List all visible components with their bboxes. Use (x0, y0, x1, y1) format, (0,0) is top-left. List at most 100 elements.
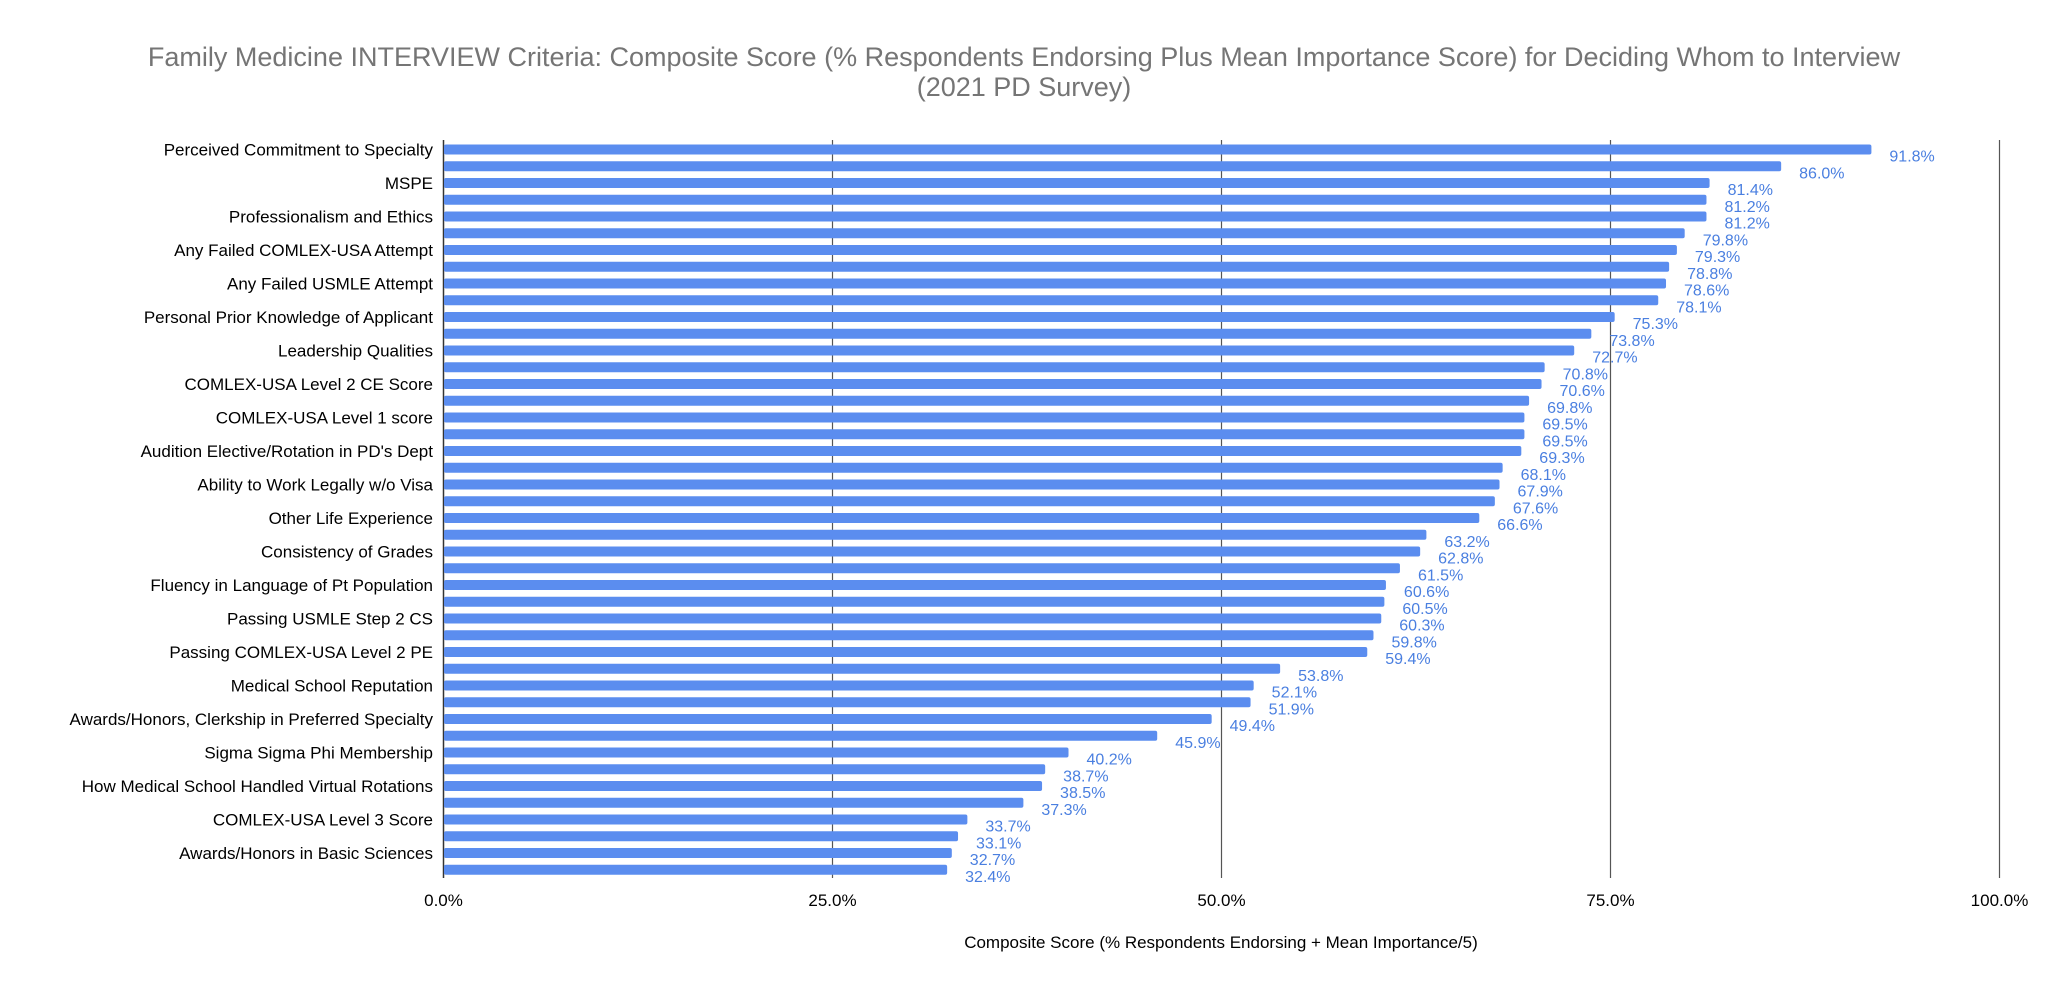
bar (444, 864, 948, 875)
y-tick-label: Professionalism and Ethics (229, 208, 433, 227)
bar (444, 178, 1710, 188)
data-label: 38.5% (1060, 785, 1105, 802)
data-label: 70.6% (1560, 383, 1605, 400)
y-tick-label: Any Failed COMLEX-USA Attempt (174, 241, 433, 260)
data-label: 91.8% (1889, 149, 1934, 166)
data-label: 60.6% (1404, 584, 1449, 601)
data-label: 81.4% (1728, 182, 1773, 199)
data-label: 75.3% (1633, 316, 1678, 333)
bar (444, 379, 1542, 389)
y-tick-label: COMLEX-USA Level 2 CE Score (185, 375, 433, 394)
x-axis-title: Composite Score (% Respondents Endorsing… (964, 933, 1478, 952)
bar (444, 345, 1575, 356)
bar (444, 781, 1043, 791)
y-tick-label: Any Failed USMLE Attempt (227, 275, 433, 294)
data-label: 67.6% (1513, 500, 1558, 517)
bar (444, 228, 1685, 239)
bar (444, 362, 1545, 373)
data-label: 68.1% (1521, 467, 1566, 484)
bar (444, 596, 1385, 607)
y-tick-label: Ability to Work Legally w/o Visa (197, 476, 433, 495)
data-label: 51.9% (1269, 701, 1314, 718)
y-tick-label: How Medical School Handled Virtual Rotat… (82, 777, 433, 796)
bar (444, 328, 1592, 339)
bar (444, 797, 1024, 808)
bar (444, 529, 1427, 540)
data-label: 78.8% (1687, 266, 1732, 283)
bar (444, 412, 1525, 423)
bar (444, 848, 952, 858)
chart-title: Family Medicine INTERVIEW Criteria: Comp… (147, 42, 1901, 102)
bar (444, 261, 1670, 272)
y-axis-labels: Perceived Commitment to Specialty MSPE Pro… (70, 141, 434, 864)
y-tick-label: Passing COMLEX-USA Level 2 PE (169, 643, 433, 662)
data-label: 49.4% (1230, 718, 1275, 735)
data-label: 86.0% (1799, 165, 1844, 182)
data-label: 59.4% (1385, 651, 1430, 668)
data-label: 45.9% (1175, 735, 1220, 752)
bar (444, 211, 1707, 222)
y-tick-label: MSPE (385, 174, 433, 193)
bars (444, 144, 1872, 875)
data-label: 69.3% (1539, 450, 1584, 467)
bar (444, 714, 1212, 724)
data-label: 69.8% (1547, 400, 1592, 417)
data-label: 70.8% (1563, 366, 1608, 383)
data-label: 79.3% (1695, 249, 1740, 266)
data-label: 81.2% (1724, 216, 1769, 233)
bar (444, 630, 1374, 641)
data-label: 32.4% (965, 869, 1010, 886)
y-tick-label: Perceived Commitment to Specialty (164, 141, 434, 160)
data-label: 69.5% (1542, 433, 1587, 450)
data-label: 40.2% (1087, 752, 1132, 769)
bar (444, 563, 1400, 574)
data-label: 79.8% (1703, 232, 1748, 249)
data-label: 32.7% (970, 852, 1015, 869)
bar (444, 663, 1281, 674)
data-label: 61.5% (1418, 567, 1463, 584)
x-tick-label: 50.0% (1197, 891, 1245, 910)
data-label: 62.8% (1438, 551, 1483, 568)
data-label: 78.6% (1684, 283, 1729, 300)
bar (444, 513, 1480, 523)
y-tick-label: Leadership Qualities (278, 342, 433, 361)
bar (444, 546, 1421, 557)
y-tick-label: Audition Elective/Rotation in PD's Dept (141, 442, 434, 461)
data-label: 66.6% (1497, 517, 1542, 534)
bar (444, 764, 1046, 775)
bar (444, 395, 1530, 406)
data-label: 60.3% (1399, 618, 1444, 635)
x-tick-label: 0.0% (424, 891, 463, 910)
bar (444, 245, 1677, 255)
data-label: 33.1% (976, 835, 1021, 852)
bar (444, 730, 1158, 741)
bar (444, 429, 1525, 440)
y-tick-label: Awards/Honors in Basic Sciences (179, 844, 433, 863)
data-label: 81.2% (1724, 199, 1769, 216)
bar (444, 312, 1615, 322)
bar (444, 580, 1386, 590)
bar (444, 446, 1522, 456)
bar (444, 613, 1382, 624)
data-label: 53.8% (1298, 668, 1343, 685)
y-tick-label: Consistency of Grades (261, 543, 433, 562)
bar (444, 278, 1667, 289)
bar (444, 462, 1503, 473)
y-tick-label: Personal Prior Knowledge of Applicant (144, 308, 433, 327)
bar (444, 496, 1495, 507)
bar (444, 295, 1659, 306)
x-tick-label: 25.0% (808, 891, 856, 910)
bar (444, 161, 1782, 172)
data-labels: 91.8%86.0%81.4%81.2%81.2%79.8%79.3%78.8%… (965, 149, 1935, 886)
y-tick-label: Awards/Honors, Clerkship in Preferred Sp… (70, 710, 434, 729)
bar (444, 831, 959, 842)
data-label: 69.5% (1542, 417, 1587, 434)
y-tick-label: COMLEX-USA Level 3 Score (213, 811, 433, 830)
data-label: 78.1% (1676, 299, 1721, 316)
x-axis-ticks: 0.0% 25.0% 50.0% 75.0% 100.0% (424, 891, 2028, 910)
x-tick-label: 75.0% (1586, 891, 1634, 910)
y-tick-label: Fluency in Language of Pt Population (150, 576, 433, 595)
y-tick-label: Medical School Reputation (231, 677, 433, 696)
